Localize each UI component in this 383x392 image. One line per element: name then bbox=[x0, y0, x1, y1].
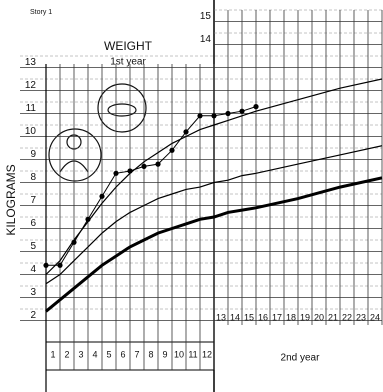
data-point bbox=[113, 171, 118, 176]
y-tick-label: 14 bbox=[200, 34, 212, 45]
y-tick-label: 3 bbox=[30, 287, 36, 298]
data-point bbox=[197, 113, 202, 118]
x-tick-label: 1 bbox=[50, 349, 55, 359]
story-label: Story 1 bbox=[30, 9, 52, 16]
data-point bbox=[225, 111, 230, 116]
x-tick-label: 16 bbox=[258, 312, 268, 322]
x-tick-label: 10 bbox=[174, 349, 184, 359]
x-tick-label: 3 bbox=[78, 349, 83, 359]
y-tick-label: 11 bbox=[26, 103, 37, 114]
y-axis-label: KILOGRAMS bbox=[4, 164, 18, 235]
x-tick-label: 19 bbox=[300, 312, 310, 322]
chart: Story 1 WEIGHT 1st year KILOGRAMS 2nd ye… bbox=[0, 0, 383, 392]
y-tick-label: 9 bbox=[30, 149, 36, 160]
x-tick-label: 11 bbox=[188, 349, 197, 359]
x-tick-label: 15 bbox=[244, 312, 254, 322]
x-tick-label: 18 bbox=[286, 312, 296, 322]
y-tick-label: 6 bbox=[30, 218, 36, 229]
x-tick-label: 12 bbox=[202, 349, 212, 359]
data-point bbox=[169, 148, 174, 153]
x-tick-label: 14 bbox=[230, 312, 240, 322]
data-point bbox=[57, 263, 62, 268]
data-point bbox=[253, 104, 258, 109]
x-tick-label: 20 bbox=[314, 312, 324, 322]
x-tick-label: 7 bbox=[134, 349, 139, 359]
x-axis-label: 2nd year bbox=[281, 353, 321, 364]
data-point bbox=[155, 162, 160, 167]
data-point bbox=[43, 263, 48, 268]
data-point bbox=[127, 168, 132, 173]
data-point bbox=[211, 113, 216, 118]
y-tick-label: 12 bbox=[25, 80, 37, 91]
data-point bbox=[99, 194, 104, 199]
data-point bbox=[141, 164, 146, 169]
x-tick-label: 4 bbox=[92, 349, 97, 359]
y-tick-label: 4 bbox=[30, 264, 36, 275]
x-tick-label: 9 bbox=[162, 349, 167, 359]
x-tick-label: 2 bbox=[64, 349, 69, 359]
chart-title: WEIGHT bbox=[104, 39, 153, 53]
illustration bbox=[49, 84, 146, 181]
x-tick-label: 5 bbox=[106, 349, 111, 359]
y-tick-label: 7 bbox=[30, 195, 36, 206]
x-tick-label: 22 bbox=[342, 312, 352, 322]
y-tick-label: 15 bbox=[200, 11, 212, 22]
y-tick-label: 5 bbox=[30, 241, 36, 252]
x-tick-label: 8 bbox=[148, 349, 153, 359]
y-tick-label: 10 bbox=[25, 126, 37, 137]
x-tick-label: 6 bbox=[120, 349, 125, 359]
y-tick-label: 8 bbox=[30, 172, 36, 183]
data-point bbox=[183, 129, 188, 134]
data-point bbox=[85, 217, 90, 222]
data-point bbox=[239, 109, 244, 114]
y-tick-label: 13 bbox=[25, 57, 37, 68]
x-tick-label: 21 bbox=[328, 312, 338, 322]
x-tick-label: 17 bbox=[272, 312, 282, 322]
x-tick-label: 23 bbox=[356, 312, 366, 322]
data-point bbox=[71, 240, 76, 245]
y-tick-label: 2 bbox=[30, 310, 36, 321]
x-tick-label: 13 bbox=[216, 312, 226, 322]
x-tick-label: 24 bbox=[370, 312, 380, 322]
